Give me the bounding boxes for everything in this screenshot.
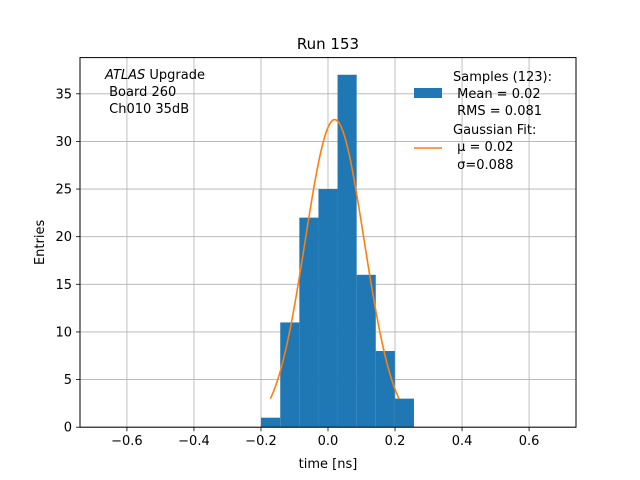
y-axis-label: Entries	[33, 220, 48, 266]
y-tick-label: 15	[55, 278, 72, 293]
x-tick-label: −0.2	[245, 434, 277, 449]
histogram-bar	[299, 217, 319, 428]
histogram-bar	[337, 74, 357, 428]
histogram-bar	[356, 274, 376, 428]
y-tick-label: 25	[55, 183, 72, 198]
x-tick-label: 0.2	[385, 434, 406, 449]
legend-swatch-samples	[414, 88, 442, 98]
y-tick-label: 20	[55, 230, 72, 245]
x-tick-label: 0.4	[452, 434, 473, 449]
x-tick-label: −0.6	[111, 434, 143, 449]
gaussian-fit-line	[269, 118, 400, 400]
y-tick-label: 30	[55, 135, 72, 150]
histogram-bar	[375, 350, 395, 428]
histogram-bar	[318, 189, 338, 428]
legend: Samples (123): Mean = 0.02 RMS = 0.081 G…	[414, 70, 552, 173]
legend-fit-mu: μ = 0.02	[453, 140, 514, 155]
x-tick-label: 0.6	[519, 434, 540, 449]
legend-fit-sigma: σ=0.088	[453, 158, 513, 173]
annotation-line-2: Board 260	[105, 85, 176, 100]
x-tick-label: −0.4	[178, 434, 210, 449]
histogram-bar	[260, 417, 281, 428]
y-axis-ticks: 0 5 10 15 20 25 30 35	[55, 87, 80, 436]
histogram-bars	[260, 74, 414, 428]
y-tick-label: 35	[55, 87, 72, 102]
y-tick-label: 0	[64, 421, 72, 436]
legend-label-fit: Gaussian Fit:	[453, 123, 536, 138]
x-axis-label: time [ns]	[299, 457, 358, 472]
annotation-line-1: ATLAS Upgrade	[104, 68, 205, 83]
x-tick-label: 0.0	[318, 434, 339, 449]
x-axis-ticks: −0.6 −0.4 −0.2 0.0 0.2 0.4 0.6	[111, 427, 539, 449]
y-tick-label: 5	[64, 373, 72, 388]
legend-samples-rms: RMS = 0.081	[453, 104, 542, 119]
y-tick-label: 10	[55, 325, 72, 340]
annotation-text: ATLAS Upgrade Board 260 Ch010 35dB	[104, 68, 205, 117]
histogram-bar	[394, 398, 414, 428]
legend-samples-mean: Mean = 0.02	[453, 87, 541, 102]
chart-title: Run 153	[297, 35, 359, 53]
annotation-line-3: Ch010 35dB	[105, 102, 189, 117]
legend-label-samples: Samples (123):	[453, 70, 552, 85]
histogram-bar	[280, 322, 300, 428]
